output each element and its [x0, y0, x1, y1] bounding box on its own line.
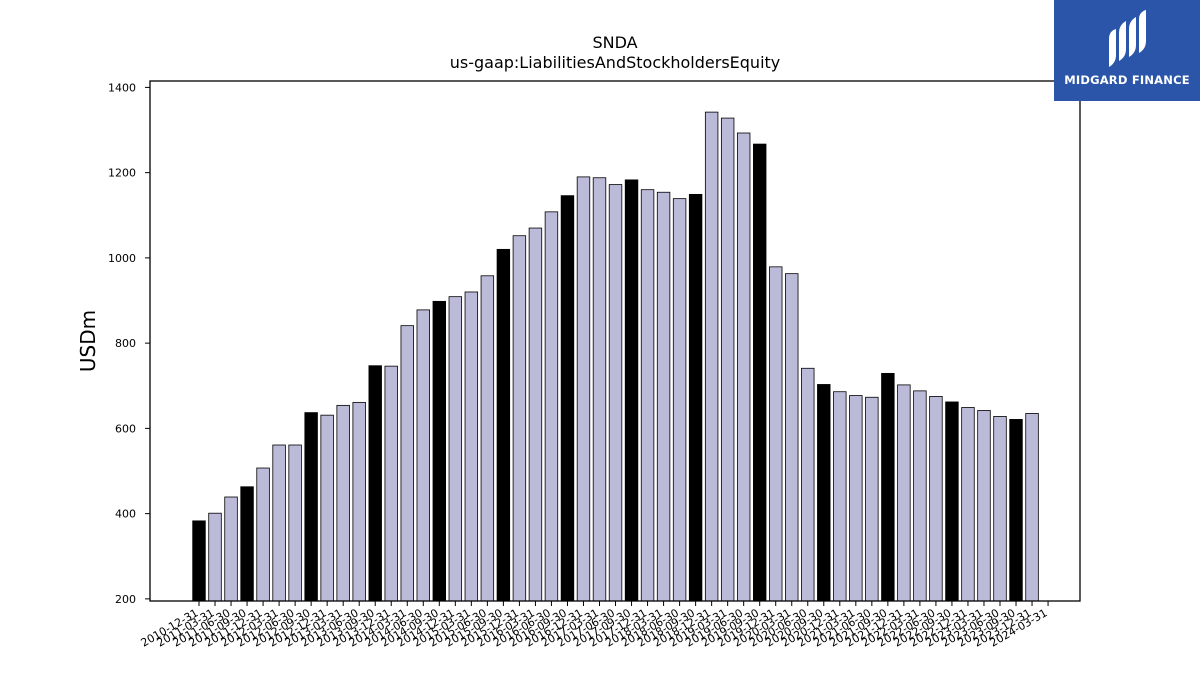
bar-2016-12-31: [576, 176, 591, 602]
bar-2016-03-31: [528, 227, 543, 602]
bar-2022-12-31: [961, 407, 975, 602]
logo-mark-icon: [1109, 10, 1146, 67]
bar-2017-03-31: [592, 177, 607, 602]
bar-2020-12-31: [833, 391, 847, 602]
bar-2012-09-30: [304, 412, 318, 602]
bar-2017-09-30: [624, 179, 639, 602]
y-tick-label: 200: [115, 593, 136, 606]
bar-2012-12-31: [320, 414, 334, 602]
x-axis-ticks: 2010-12-312011-03-312011-06-302011-09-30…: [139, 601, 1050, 650]
bar-2020-03-31: [785, 273, 799, 602]
bar-2015-12-31: [512, 235, 527, 602]
y-tick-label: 1200: [108, 167, 136, 180]
bar-2016-06-30: [544, 211, 559, 602]
bar-2015-06-30: [480, 275, 495, 602]
chart-subtitle: us-gaap:LiabilitiesAndStockholdersEquity: [450, 53, 781, 72]
plot-frame: [149, 80, 1081, 602]
bar-2018-06-30: [672, 198, 687, 602]
y-axis-label: USDm: [76, 310, 100, 372]
bar-2022-09-30: [945, 401, 959, 602]
bar-2013-06-30: [352, 401, 366, 602]
bar-2022-03-31: [913, 390, 927, 602]
bar-2012-03-31: [272, 444, 286, 602]
bar-2022-06-30: [929, 396, 943, 602]
bar-2020-09-30: [817, 384, 831, 602]
y-tick-label: 1000: [108, 252, 136, 265]
bar-2014-06-30: [416, 309, 430, 602]
bar-2014-03-31: [400, 325, 414, 602]
chart-title: SNDA: [592, 33, 637, 52]
midgard-finance-logo: MIDGARD FINANCE: [1054, 0, 1200, 101]
bar-2023-03-31: [977, 410, 991, 602]
bar-2012-06-30: [288, 444, 302, 602]
bar-2018-12-31: [704, 111, 719, 602]
bar-2021-03-31: [849, 395, 863, 602]
bar-2011-12-31: [256, 467, 270, 602]
bar-2018-09-30: [688, 193, 703, 602]
bar-2019-09-30: [753, 143, 767, 602]
bar-2017-06-30: [608, 184, 623, 602]
bar-2015-09-30: [496, 248, 511, 602]
bar-2010-12-31: [192, 520, 206, 602]
bars-group: [192, 111, 1039, 602]
bar-2011-09-30: [240, 486, 254, 602]
bar-2019-03-31: [720, 117, 735, 602]
bar-2013-12-31: [384, 365, 398, 602]
y-tick-label: 600: [115, 422, 136, 435]
bar-2019-12-31: [769, 266, 783, 602]
bar-2021-09-30: [881, 372, 895, 602]
y-tick-label: 400: [115, 508, 136, 521]
bar-2023-06-30: [993, 416, 1007, 602]
y-tick-label: 800: [115, 337, 136, 350]
bar-2020-06-30: [801, 367, 815, 602]
bar-2016-09-30: [560, 195, 575, 602]
bar-2023-09-30: [1009, 419, 1023, 602]
bar-2021-06-30: [865, 396, 879, 602]
bar-2019-06-30: [736, 132, 751, 602]
bar-2023-12-31: [1025, 413, 1039, 602]
bar-2011-06-30: [224, 496, 238, 602]
bar-2013-09-30: [368, 365, 382, 602]
bar-2014-09-30: [432, 300, 447, 602]
bar-2017-12-31: [640, 189, 655, 602]
y-axis-ticks: 200 400 600 800 1000 1200 1400: [108, 81, 150, 606]
bar-2011-03-31: [208, 512, 222, 602]
bar-2015-03-31: [464, 291, 479, 602]
logo-text: MIDGARD FINANCE: [1064, 73, 1190, 87]
y-tick-label: 1400: [108, 81, 136, 94]
bar-2014-12-31: [448, 296, 463, 602]
bar-2021-12-31: [897, 384, 911, 602]
bar-2013-03-31: [336, 404, 350, 602]
bar-2018-03-31: [656, 191, 671, 602]
